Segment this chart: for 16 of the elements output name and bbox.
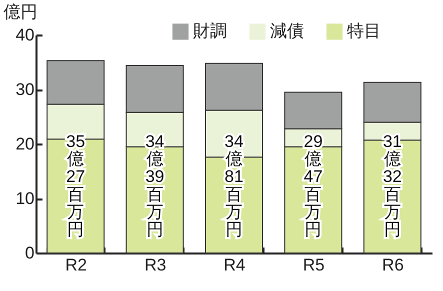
y-axis-title: 億円 <box>4 2 38 22</box>
y-tick-label: 10 <box>16 189 34 208</box>
total-label: 34億39百万円 <box>145 132 164 239</box>
y-tick-label: 40 <box>16 26 34 44</box>
legend-label: 減債 <box>270 22 304 41</box>
y-tick-label: 30 <box>16 80 34 99</box>
x-tick-label: R5 <box>302 256 325 274</box>
x-tick-label: R6 <box>382 256 404 274</box>
x-tick-label: R2 <box>65 256 87 274</box>
total-label: 29億47百万円 <box>304 132 323 239</box>
x-tick-label: R3 <box>144 256 166 274</box>
y-tick-label: 0 <box>25 244 34 262</box>
y-tick-label: 20 <box>16 134 34 154</box>
legend-label: 財調 <box>193 22 227 41</box>
legend-label: 特目 <box>347 22 381 41</box>
x-tick-label: R4 <box>224 256 246 274</box>
